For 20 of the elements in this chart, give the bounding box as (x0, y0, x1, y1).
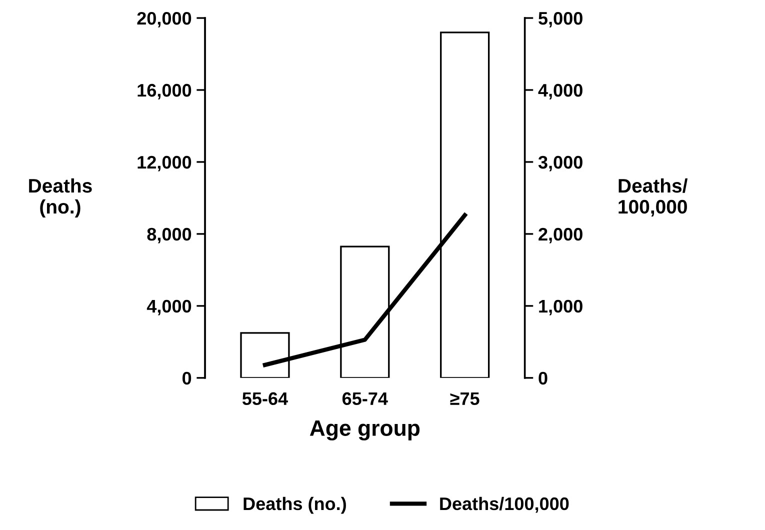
y-tick-label: 12,000 (138, 156, 192, 172)
y2-tick-label: 0 (538, 372, 548, 385)
y2-tick-label: 5,000 (538, 12, 582, 28)
y-tick-label: 8,000 (147, 228, 192, 244)
y-tick-label: 0 (182, 372, 192, 385)
legend-label: Deaths (no.) (244, 496, 346, 514)
y2-tick-label: 4,000 (538, 84, 582, 100)
x-axis-title: Age group (310, 420, 420, 440)
y-tick-label: 16,000 (138, 84, 192, 100)
y-tick-label: 4,000 (146, 300, 192, 316)
x-tick-label: ≥75 (450, 392, 480, 406)
y2-tick-label: 1,000 (539, 300, 582, 316)
y-axis-title: Deaths (no.) (29, 178, 92, 218)
legend-label: Deaths/100,000 (440, 496, 569, 513)
y2-tick-label: 2,000 (538, 228, 582, 244)
y2-axis-title: Deaths/ 100,000 (618, 178, 688, 216)
x-tick-label: 65-74 (342, 392, 388, 406)
y2-tick-label: 3,000 (538, 156, 582, 172)
y-tick-label: 20,000 (137, 12, 192, 28)
x-tick-label: 55-64 (242, 392, 288, 406)
